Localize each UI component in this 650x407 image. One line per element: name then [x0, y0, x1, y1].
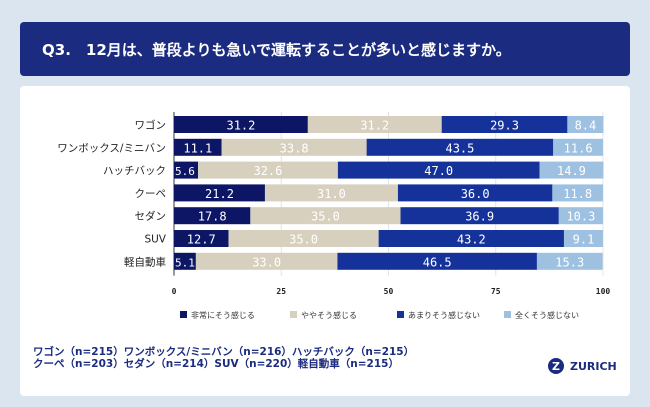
bar-segment	[553, 138, 603, 156]
bar-segment	[264, 184, 398, 202]
bar-segment	[174, 230, 229, 247]
data-label: 12.7	[187, 233, 216, 247]
x-tick-label: 50	[384, 287, 394, 296]
category-label: SUV	[144, 234, 166, 246]
data-label: 43.2	[457, 233, 486, 247]
data-label: 29.3	[490, 119, 519, 133]
legend-swatch	[180, 311, 187, 318]
data-label: 21.2	[205, 187, 234, 201]
question-title: Q3. 12月は、普段よりも急いで運転することが多いと感じますか。	[20, 22, 630, 76]
legend-swatch	[290, 311, 297, 318]
data-label: 15.3	[555, 255, 584, 269]
bar-segment	[536, 252, 603, 270]
bar-segment	[539, 161, 604, 179]
data-label: 33.8	[280, 141, 309, 155]
legend-label: あまりそう感じない	[408, 310, 480, 320]
data-label: 35.0	[311, 210, 340, 224]
bar-segment	[337, 161, 540, 179]
category-label: ハッチバック	[103, 165, 166, 177]
bar-segment	[174, 207, 251, 225]
bar-segment	[198, 161, 338, 179]
x-tick-label: 75	[491, 287, 501, 296]
data-label: 32.6	[253, 164, 282, 178]
data-label: 17.8	[198, 210, 227, 224]
data-label: 36.0	[461, 187, 490, 201]
legend-label: 非常にそう感じる	[191, 310, 255, 320]
bar-segment	[563, 230, 603, 247]
data-label: 47.0	[424, 164, 453, 178]
bar-segment	[174, 138, 222, 156]
category-label: 軽自動車	[124, 255, 166, 268]
zurich-logo: Z ZURICH	[548, 358, 617, 374]
bar-segment	[378, 230, 564, 247]
data-label: 9.1	[573, 233, 595, 247]
bar-segment	[397, 184, 553, 202]
legend-label: ややそう感じる	[301, 310, 357, 320]
data-label: 5.6	[175, 165, 195, 178]
bar-segment	[174, 116, 308, 133]
bar-segment	[366, 138, 554, 156]
legend-swatch	[397, 311, 404, 318]
data-label: 31.0	[317, 187, 346, 201]
x-tick-label: 25	[276, 287, 286, 296]
bar-segment	[567, 116, 604, 133]
x-tick-label: 100	[596, 287, 611, 296]
data-label: 31.2	[226, 119, 255, 133]
legend-label: 全くそう感じない	[515, 310, 579, 320]
data-label: 5.1	[175, 256, 195, 269]
sample-size-line-2: クーペ（n=203）セダン（n=214）SUV（n=220）軽自動車（n=215…	[33, 358, 399, 370]
data-label: 14.9	[557, 164, 586, 178]
data-label: 10.3	[566, 210, 595, 224]
zurich-logo-text: ZURICH	[570, 359, 617, 373]
zurich-logo-icon: Z	[548, 358, 564, 374]
bar-segment	[174, 184, 265, 202]
data-label: 36.9	[465, 210, 494, 224]
sample-size-note: ワゴン（n=215）ワンボックス/ミニバン（n=216）ハッチバック（n=215…	[33, 346, 414, 370]
bar-segment	[307, 116, 442, 133]
bar-segment	[400, 207, 559, 225]
category-label: クーペ	[135, 188, 167, 200]
data-label: 11.1	[183, 141, 212, 155]
bar-segment	[228, 230, 379, 247]
bar-segment	[174, 252, 196, 270]
data-label: 11.8	[563, 187, 592, 201]
x-tick-label: 0	[172, 287, 177, 296]
category-label: ワゴン	[135, 119, 167, 132]
data-label: 31.2	[360, 119, 389, 133]
bar-segment	[195, 252, 338, 270]
category-label: セダン	[135, 210, 167, 223]
bar-segment	[558, 207, 603, 225]
bar-segment	[552, 184, 603, 202]
data-label: 43.5	[445, 141, 474, 155]
bar-segment	[174, 161, 199, 179]
sample-size-line-1: ワゴン（n=215）ワンボックス/ミニバン（n=216）ハッチバック（n=215…	[33, 346, 415, 358]
bar-segment	[337, 252, 537, 270]
data-label: 33.0	[252, 255, 281, 269]
bar-segment	[250, 207, 401, 225]
data-label: 35.0	[289, 233, 318, 247]
bar-segment	[221, 138, 367, 156]
data-label: 11.6	[564, 141, 593, 155]
legend-swatch	[504, 311, 511, 318]
data-label: 8.4	[575, 119, 597, 133]
category-label: ワンボックス/ミニバン	[57, 142, 166, 154]
bar-segment	[441, 116, 568, 133]
data-label: 46.5	[423, 255, 452, 269]
